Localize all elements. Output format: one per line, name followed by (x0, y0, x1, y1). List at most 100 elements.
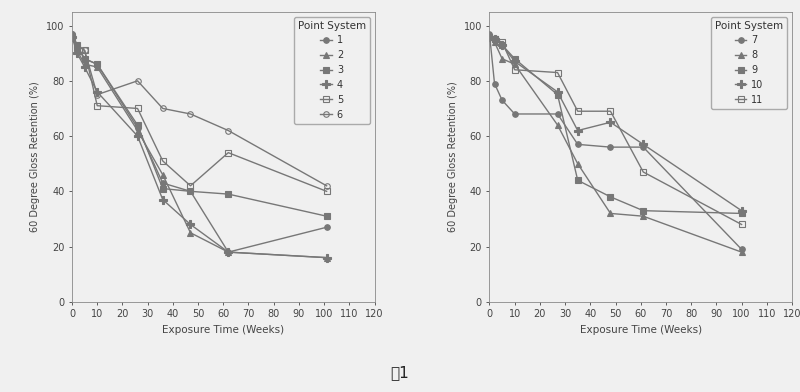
4 (67, 34, 77, 39)
9 (573, 178, 582, 183)
9 (638, 208, 648, 213)
1 (93, 62, 102, 67)
7 (638, 145, 648, 149)
10 (573, 128, 582, 133)
Legend: 7, 8, 9, 10, 11: 7, 8, 9, 10, 11 (711, 16, 787, 109)
2 (93, 65, 102, 69)
8 (553, 123, 562, 127)
9 (606, 194, 615, 199)
3 (133, 123, 142, 127)
6 (93, 92, 102, 97)
7 (606, 145, 615, 149)
4 (223, 250, 233, 254)
6 (186, 112, 195, 116)
4 (133, 134, 142, 138)
6 (158, 106, 167, 111)
7 (485, 31, 494, 36)
Line: 9: 9 (486, 34, 744, 216)
11 (498, 40, 507, 45)
Text: 图1: 图1 (390, 365, 410, 380)
1 (67, 31, 77, 36)
X-axis label: Exposure Time (Weeks): Exposure Time (Weeks) (162, 325, 284, 335)
8 (485, 34, 494, 39)
2 (223, 250, 233, 254)
7 (573, 142, 582, 147)
4 (93, 89, 102, 94)
6 (67, 31, 77, 36)
11 (638, 170, 648, 174)
1 (322, 225, 331, 230)
3 (93, 62, 102, 67)
7 (490, 81, 499, 86)
5 (322, 189, 331, 194)
7 (737, 247, 746, 252)
5 (93, 103, 102, 108)
11 (510, 67, 519, 72)
Line: 5: 5 (70, 34, 330, 194)
2 (186, 230, 195, 235)
Legend: 1, 2, 3, 4, 5, 6: 1, 2, 3, 4, 5, 6 (294, 16, 370, 123)
1 (158, 181, 167, 185)
Y-axis label: 60 Degree Gloss Retention (%): 60 Degree Gloss Retention (%) (448, 82, 458, 232)
5 (186, 183, 195, 188)
8 (510, 62, 519, 67)
6 (80, 48, 90, 53)
10 (485, 34, 494, 39)
Line: 4: 4 (68, 33, 330, 262)
3 (158, 186, 167, 191)
10 (638, 142, 648, 147)
8 (490, 40, 499, 45)
11 (573, 109, 582, 114)
10 (553, 89, 562, 94)
5 (80, 48, 90, 53)
6 (223, 128, 233, 133)
8 (638, 214, 648, 219)
2 (322, 255, 331, 260)
9 (485, 34, 494, 39)
2 (158, 172, 167, 177)
10 (498, 43, 507, 47)
10 (606, 120, 615, 125)
8 (573, 162, 582, 166)
6 (322, 183, 331, 188)
9 (490, 37, 499, 42)
1 (72, 43, 82, 47)
4 (72, 51, 82, 56)
11 (553, 70, 562, 75)
10 (510, 59, 519, 64)
4 (186, 222, 195, 227)
8 (737, 250, 746, 254)
11 (737, 222, 746, 227)
9 (737, 211, 746, 216)
7 (510, 112, 519, 116)
10 (490, 37, 499, 42)
7 (498, 98, 507, 103)
9 (498, 43, 507, 47)
6 (133, 78, 142, 83)
10 (737, 208, 746, 213)
Line: 11: 11 (486, 34, 744, 227)
Line: 6: 6 (70, 31, 330, 189)
2 (67, 31, 77, 36)
1 (80, 56, 90, 61)
Line: 8: 8 (486, 34, 744, 255)
Y-axis label: 60 Degree Gloss Retention (%): 60 Degree Gloss Retention (%) (30, 82, 41, 232)
3 (80, 56, 90, 61)
5 (223, 150, 233, 155)
1 (186, 189, 195, 194)
3 (72, 45, 82, 50)
7 (553, 112, 562, 116)
11 (490, 37, 499, 42)
Line: 3: 3 (70, 34, 330, 219)
4 (322, 255, 331, 260)
9 (553, 92, 562, 97)
Line: 10: 10 (486, 33, 746, 215)
5 (158, 159, 167, 163)
4 (80, 65, 90, 69)
2 (80, 62, 90, 67)
X-axis label: Exposure Time (Weeks): Exposure Time (Weeks) (580, 325, 702, 335)
3 (322, 214, 331, 219)
11 (606, 109, 615, 114)
Line: 7: 7 (486, 31, 744, 252)
5 (72, 43, 82, 47)
